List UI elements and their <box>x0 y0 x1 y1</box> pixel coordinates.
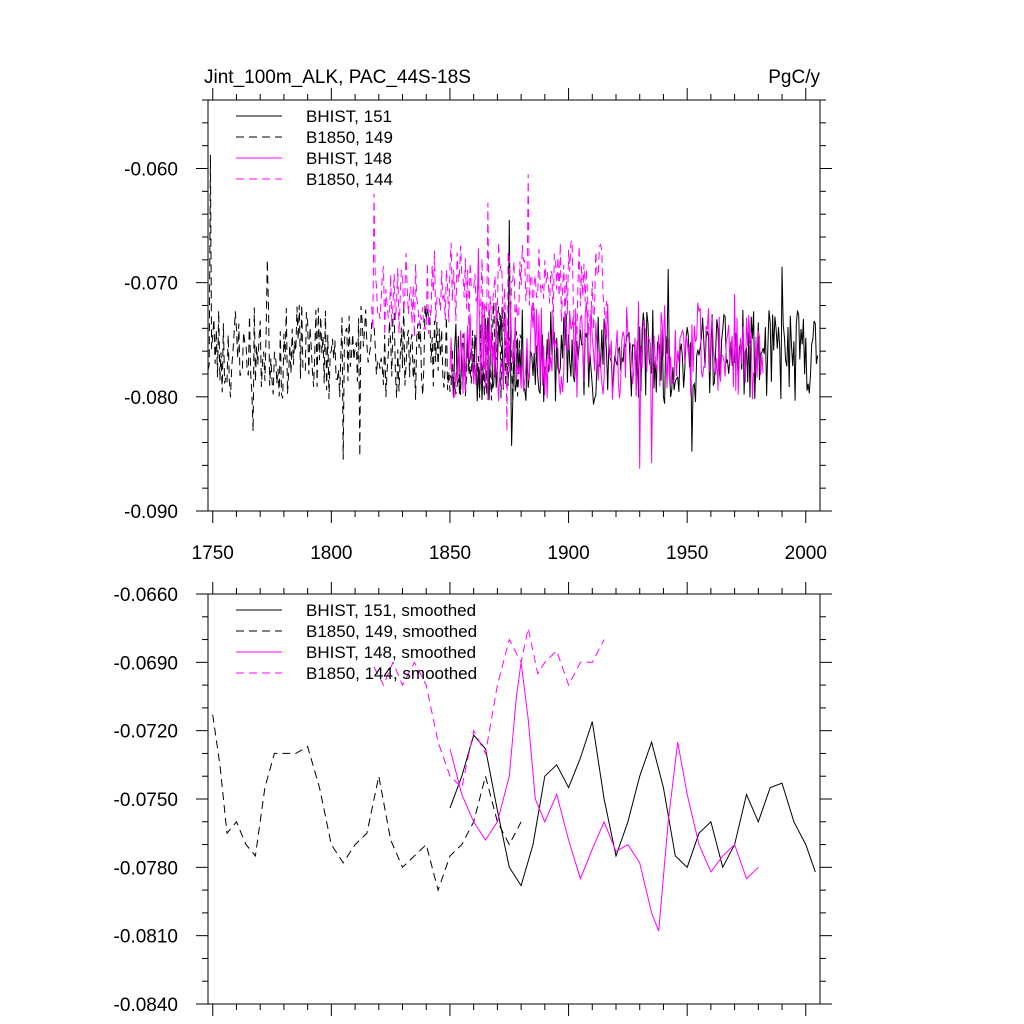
legend-label: B1850, 149, smoothed <box>306 622 477 641</box>
x-tick-label: 1950 <box>666 543 708 564</box>
y-tick-label: -0.0690 <box>114 653 178 674</box>
series-line-1 <box>449 219 819 452</box>
y-tick-label: -0.0780 <box>114 858 178 879</box>
series-line-1 <box>449 721 816 887</box>
legend-label: B1850, 149 <box>306 128 393 147</box>
y-tick-label: -0.0720 <box>114 722 178 743</box>
series-line-3 <box>449 248 764 469</box>
y-tick-label: -0.0750 <box>114 790 178 811</box>
y-tick-label: -0.070 <box>124 274 178 295</box>
legend-label: BHIST, 151, smoothed <box>306 601 476 620</box>
series-line-4 <box>373 628 605 789</box>
series-line-2 <box>208 154 522 460</box>
x-tick-label: 1750 <box>192 543 234 564</box>
y-tick-label: -0.060 <box>124 160 178 181</box>
x-tick-label: 2000 <box>785 543 827 564</box>
x-tick-label: 1850 <box>429 543 471 564</box>
x-tick-label: 1800 <box>310 543 352 564</box>
x-tick-label: 1900 <box>547 543 589 564</box>
y-tick-label: -0.090 <box>124 502 178 523</box>
y-tick-label: -0.080 <box>124 388 178 409</box>
plot-frame <box>207 593 821 1005</box>
legend-label: BHIST, 148 <box>306 149 392 168</box>
legend-label: BHIST, 148, smoothed <box>306 643 476 662</box>
y-tick-label: -0.0840 <box>114 995 178 1016</box>
panel-bottom: -0.0840 -0.0810 -0.0780 -0.0750 -0.0720 -0.06… <box>114 582 832 1016</box>
legend-label: B1850, 144 <box>306 170 393 189</box>
series-line-4 <box>371 174 607 432</box>
series-line-3 <box>449 662 759 932</box>
panel-top: 1750 1800 1850 1900 1950 2000 -0.090 -0.080 -0.0… <box>124 67 832 564</box>
legend-label: B1850, 144, smoothed <box>306 664 477 683</box>
legend-label: BHIST, 151 <box>306 107 392 126</box>
series-line-2 <box>212 714 522 892</box>
y-tick-label: -0.0810 <box>114 927 178 948</box>
chart-title: Jint_100m_ALK, PAC_44S-18S <box>204 67 471 88</box>
y-tick-label: -0.0660 <box>114 585 178 606</box>
chart-units: PgC/y <box>768 67 820 88</box>
